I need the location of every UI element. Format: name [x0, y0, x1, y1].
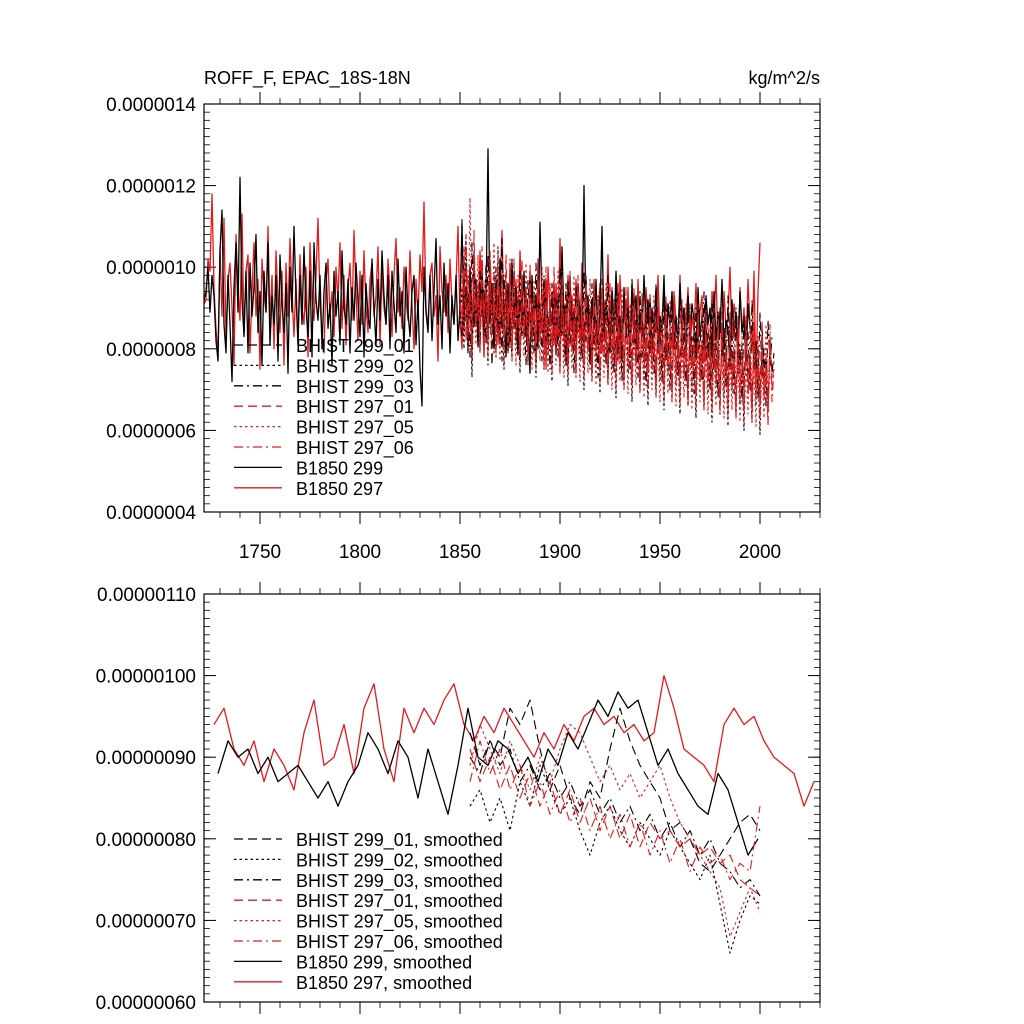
- ytick-top-label: 0.0000006: [106, 421, 196, 442]
- series-line: [459, 234, 775, 427]
- ytick-top-label: 0.0000004: [106, 503, 196, 524]
- xtick-top-label: 1800: [339, 542, 381, 563]
- ytick-bot-label: 0.00000070: [96, 911, 196, 932]
- units-label: kg/m^2/s: [749, 68, 820, 88]
- plot-frame: [203, 593, 821, 1003]
- series-line: [469, 740, 761, 897]
- ytick-top-label: 0.0000008: [106, 340, 196, 361]
- ytick-top-label: 0.0000014: [106, 95, 196, 116]
- series-group: [213, 674, 815, 954]
- legend-label: B1850 299, smoothed: [296, 952, 472, 972]
- legend-label: BHIST 299_03, smoothed: [296, 871, 503, 892]
- legend-label: BHIST 297_01: [296, 397, 414, 418]
- bottom-panel: 0.00000060 0.00000070 0.00000080 0.00000090…: [96, 582, 821, 1014]
- tick-labels: 0.00000060 0.00000070 0.00000080 0.00000090…: [96, 585, 196, 1014]
- legend-label: BHIST 297_05, smoothed: [296, 912, 503, 933]
- ytick-bot-label: 0.00000060: [96, 993, 196, 1014]
- legend-label: BHIST 299_01, smoothed: [296, 830, 503, 851]
- xtick-top-label: 2000: [739, 542, 781, 563]
- legend-label: BHIST 297_06: [296, 438, 414, 459]
- plot-frame: [203, 103, 821, 513]
- ytick-top-label: 0.0000010: [106, 258, 196, 279]
- legend-label: BHIST 297_01, smoothed: [296, 891, 503, 912]
- ytick-top-label: 0.0000012: [106, 177, 196, 198]
- tick-marks: [204, 582, 821, 1014]
- legend-label: BHIST 299_01: [296, 336, 414, 357]
- legend-label: B1850 297, smoothed: [296, 973, 472, 993]
- series-line: [469, 699, 761, 872]
- legend-label: BHIST 297_05: [296, 418, 414, 439]
- xtick-top-label: 1900: [539, 542, 581, 563]
- legend-label: BHIST 299_03: [296, 377, 414, 398]
- xtick-top-label: 1750: [239, 542, 281, 563]
- chart-title: ROFF_F, EPAC_18S-18N: [204, 68, 411, 89]
- series-group: [204, 148, 775, 436]
- series-line: [213, 674, 815, 807]
- legend-label: BHIST 299_02, smoothed: [296, 850, 503, 871]
- ytick-bot-label: 0.00000090: [96, 748, 196, 769]
- xtick-top-label: 1850: [439, 542, 481, 563]
- series-line: [469, 764, 761, 954]
- series-line: [469, 724, 761, 938]
- legend-label: B1850 299: [296, 458, 383, 478]
- series-line: [469, 740, 761, 881]
- top-panel: ROFF_F, EPAC_18S-18N kg/m^2/s 0.00000040…: [106, 68, 821, 563]
- series-line: [459, 197, 771, 427]
- series-line: [459, 242, 773, 407]
- tick-labels: 0.0000004 0.0000006 0.0000008 0.0000010 0.00…: [106, 95, 781, 563]
- ytick-bot-label: 0.00000110: [97, 585, 196, 606]
- series-line: [469, 748, 761, 897]
- ytick-bot-label: 0.00000100: [96, 667, 196, 688]
- legend-label: B1850 297: [296, 479, 383, 499]
- xtick-top-label: 1950: [639, 542, 681, 563]
- legend-label: BHIST 299_02: [296, 356, 414, 377]
- legend-label: BHIST 297_06, smoothed: [296, 932, 503, 953]
- series-line: [217, 691, 759, 856]
- ytick-bot-label: 0.00000080: [96, 830, 196, 851]
